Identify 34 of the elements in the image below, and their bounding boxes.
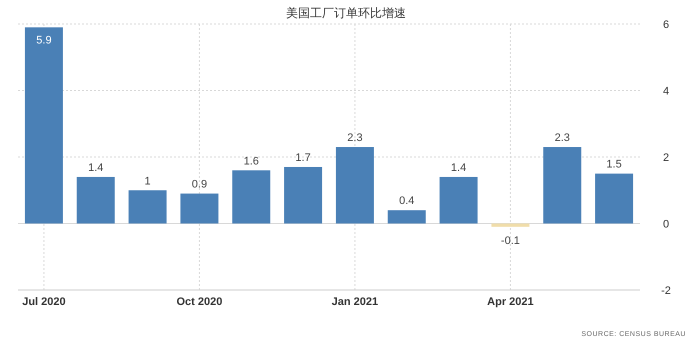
data-label: 1.4 <box>450 162 466 174</box>
bar <box>336 147 374 224</box>
data-label: 5.9 <box>36 34 52 46</box>
chart-title: 美国工厂订单环比增速 <box>286 6 406 20</box>
x-tick-label: Oct 2020 <box>176 296 222 308</box>
x-tick-label: Apr 2021 <box>487 296 534 308</box>
data-label: 1 <box>144 175 151 188</box>
x-tick-label: Jan 2021 <box>332 296 378 308</box>
bar <box>440 176 478 224</box>
bar <box>491 224 530 227</box>
data-label: 1.6 <box>244 155 259 168</box>
bar <box>128 190 167 224</box>
data-label: 0.9 <box>192 178 208 191</box>
y-tick-label: 0 <box>662 218 670 230</box>
x-tick-label: Jul 2020 <box>22 296 66 308</box>
bar <box>388 210 426 224</box>
bar <box>232 170 270 224</box>
data-label: -0.1 <box>500 234 520 247</box>
data-label: 2.3 <box>347 132 363 144</box>
y-tick-label: 4 <box>662 86 670 98</box>
bar <box>76 176 115 224</box>
data-label: 1.4 <box>88 162 104 174</box>
y-tick-label: 6 <box>662 19 670 31</box>
y-tick-label: 2 <box>662 152 670 164</box>
bar <box>24 27 63 224</box>
bar <box>180 194 218 224</box>
data-label: 1.5 <box>606 158 622 171</box>
data-label: 2.3 <box>554 132 570 144</box>
data-label: 0.4 <box>399 195 414 208</box>
data-label: 1.7 <box>295 152 311 164</box>
bar <box>284 166 322 224</box>
bar <box>595 174 634 224</box>
bar <box>543 147 582 224</box>
y-tick-label: -2 <box>661 285 671 297</box>
